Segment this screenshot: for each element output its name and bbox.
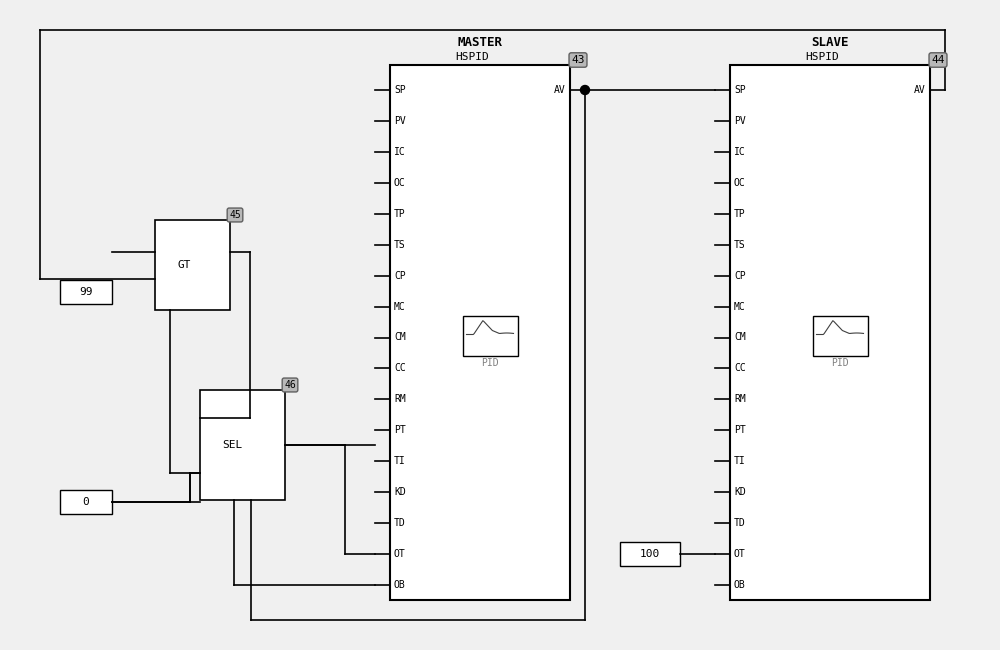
Text: 44: 44	[931, 55, 945, 65]
Text: TD: TD	[734, 518, 746, 528]
Text: CC: CC	[394, 363, 406, 374]
Text: TP: TP	[734, 209, 746, 219]
Text: TP: TP	[394, 209, 406, 219]
Text: KD: KD	[394, 488, 406, 497]
Bar	[60, 280, 112, 304]
Text: RM: RM	[734, 395, 746, 404]
Text: MC: MC	[394, 302, 406, 311]
Text: GT: GT	[178, 260, 191, 270]
Circle shape	[580, 86, 590, 94]
Text: 45: 45	[229, 210, 241, 220]
Text: OC: OC	[734, 178, 746, 188]
Text: HSPID: HSPID	[805, 52, 839, 62]
Text: 46: 46	[284, 380, 296, 390]
Text: PV: PV	[394, 116, 406, 126]
Text: PID: PID	[831, 359, 849, 369]
Text: CM: CM	[734, 333, 746, 343]
Text: MC: MC	[734, 302, 746, 311]
Text: TS: TS	[394, 240, 406, 250]
Text: PT: PT	[394, 425, 406, 436]
Text: OT: OT	[734, 549, 746, 559]
Text: AV: AV	[554, 85, 566, 95]
Bar	[390, 65, 570, 600]
Bar	[462, 315, 518, 356]
Bar	[200, 390, 285, 500]
Text: CP: CP	[734, 270, 746, 281]
Bar	[60, 490, 112, 514]
Bar	[155, 220, 230, 310]
Text: PT: PT	[734, 425, 746, 436]
Text: OB: OB	[734, 580, 746, 590]
Text: 99: 99	[79, 287, 93, 297]
Bar	[730, 65, 930, 600]
Text: SP: SP	[394, 85, 406, 95]
Text: TD: TD	[394, 518, 406, 528]
Text: OC: OC	[394, 178, 406, 188]
Text: CC: CC	[734, 363, 746, 374]
Text: TI: TI	[394, 456, 406, 466]
Text: SP: SP	[734, 85, 746, 95]
Text: CM: CM	[394, 333, 406, 343]
Text: MASTER: MASTER	[458, 36, 503, 49]
Text: TS: TS	[734, 240, 746, 250]
Text: AV: AV	[914, 85, 926, 95]
Bar	[620, 542, 680, 566]
Text: SLAVE: SLAVE	[811, 36, 849, 49]
Bar	[812, 315, 868, 356]
Text: HSPID: HSPID	[455, 52, 489, 62]
Text: 0: 0	[83, 497, 89, 507]
Text: OT: OT	[394, 549, 406, 559]
Text: 43: 43	[571, 55, 585, 65]
Text: RM: RM	[394, 395, 406, 404]
Text: IC: IC	[394, 147, 406, 157]
Text: 100: 100	[640, 549, 660, 559]
Text: PV: PV	[734, 116, 746, 126]
Text: CP: CP	[394, 270, 406, 281]
Text: PID: PID	[481, 359, 499, 369]
Text: SEL: SEL	[222, 440, 243, 450]
Text: TI: TI	[734, 456, 746, 466]
Text: IC: IC	[734, 147, 746, 157]
Text: OB: OB	[394, 580, 406, 590]
Text: KD: KD	[734, 488, 746, 497]
